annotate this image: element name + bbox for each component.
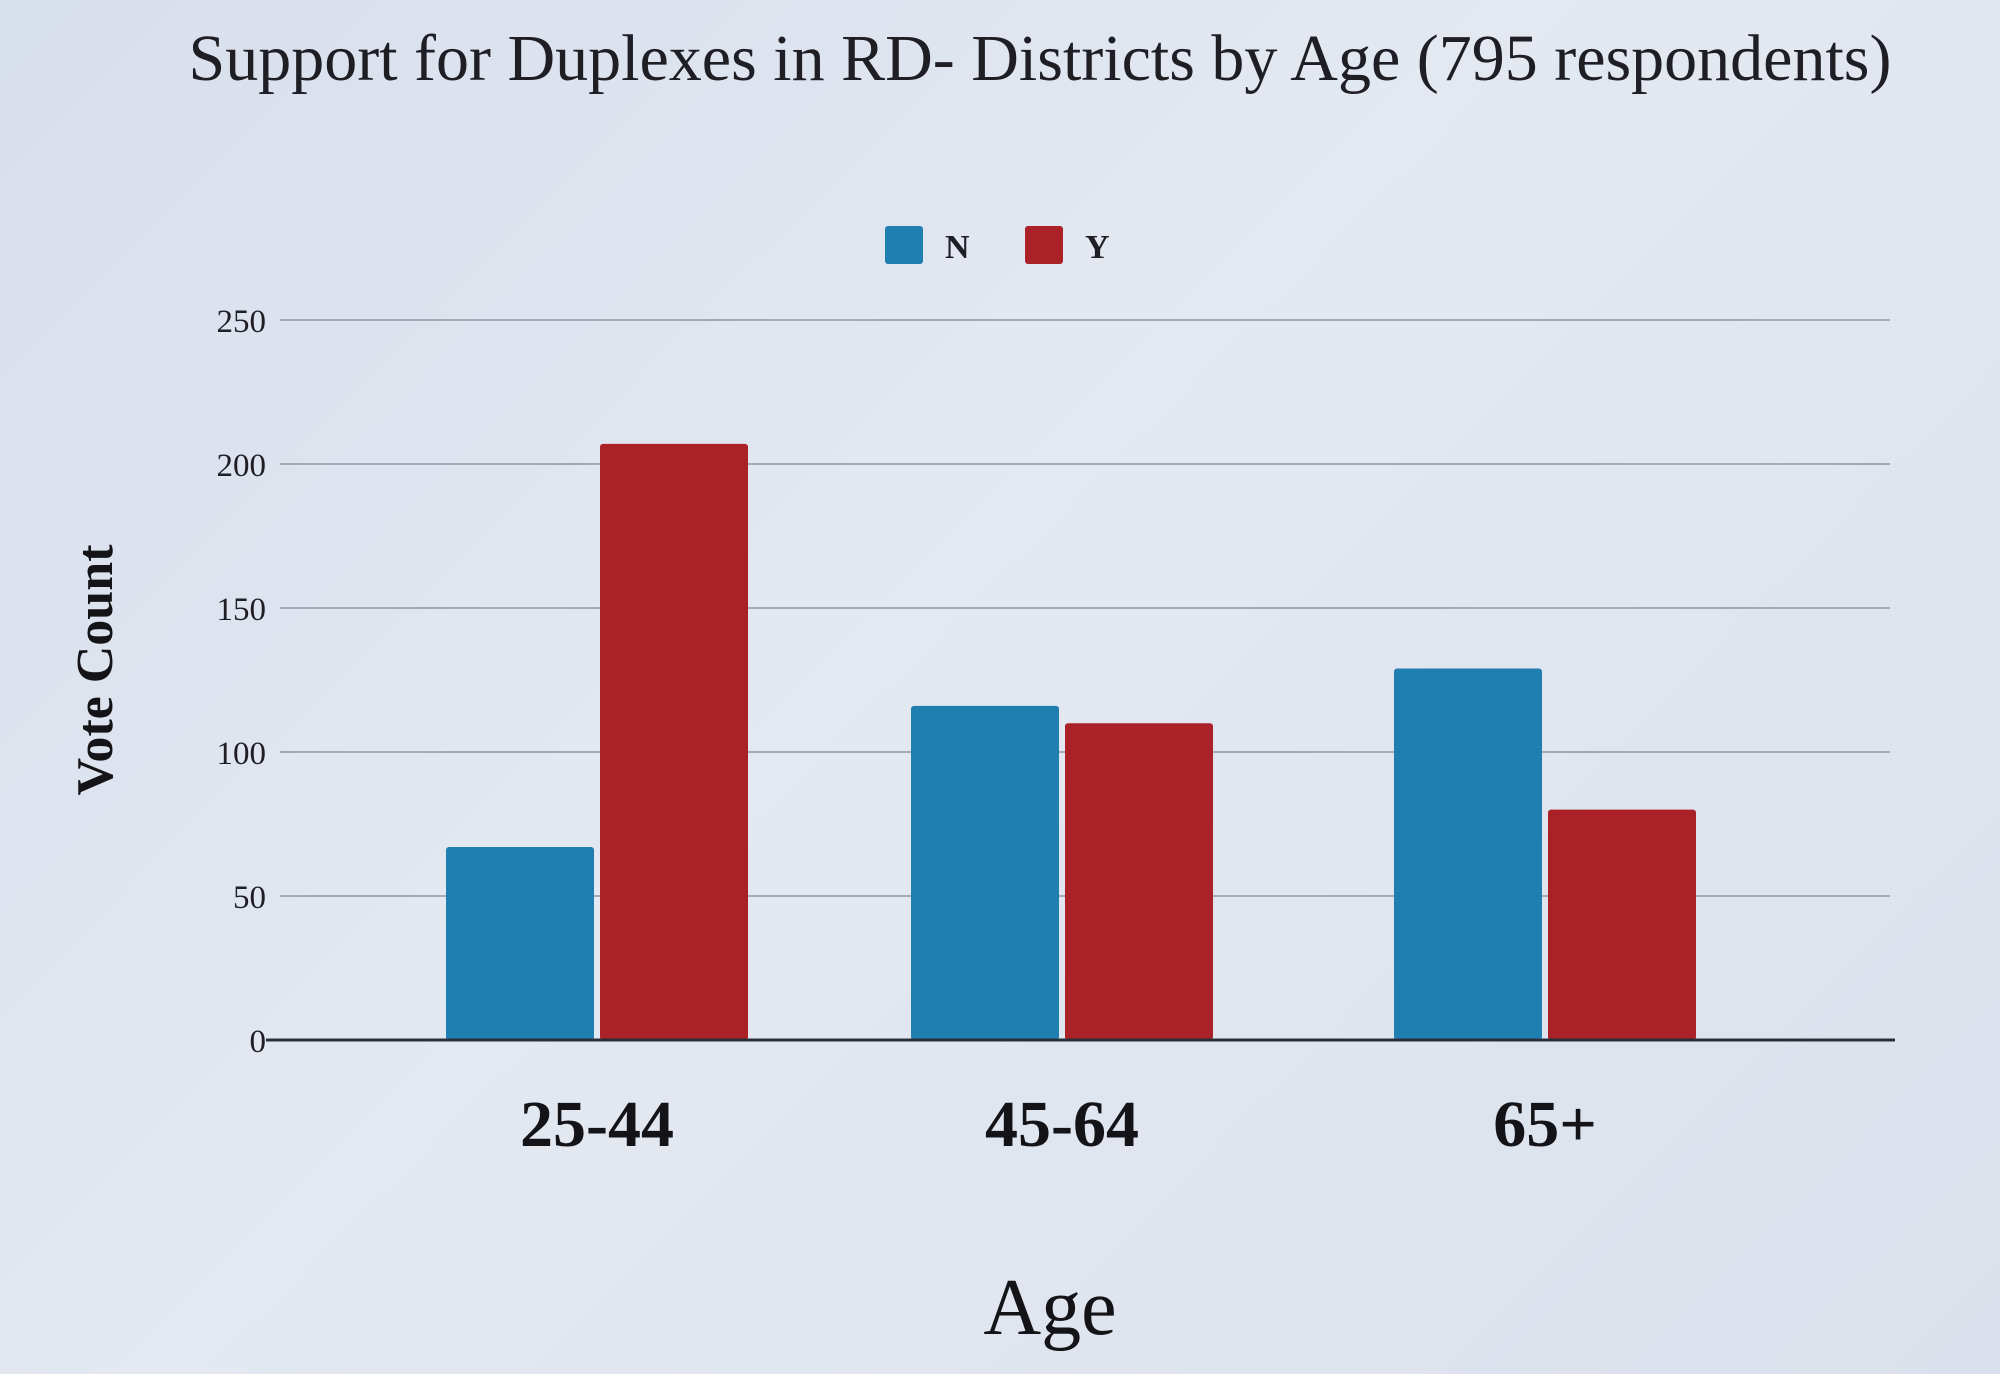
y-tick-label: 150: [217, 592, 267, 628]
y-tick-label: 50: [233, 880, 266, 916]
x-tick-label: 65+: [1493, 1088, 1597, 1161]
bar-y-65+: [1548, 809, 1696, 1040]
y-tick-label: 100: [217, 736, 267, 772]
bar-n-45-64: [911, 705, 1059, 1040]
x-tick-labels: 25-44 45-64 65+: [520, 1088, 1597, 1161]
x-tick-label: 45-64: [985, 1088, 1139, 1161]
legend-swatch-y: [1025, 226, 1063, 264]
x-tick-label: 25-44: [520, 1088, 674, 1161]
y-tick-label: 200: [217, 448, 267, 484]
x-axis-label: Age: [983, 1264, 1116, 1352]
bar-n-65+: [1394, 668, 1542, 1040]
legend-label-y: Y: [1085, 229, 1110, 266]
y-tick-label: 0: [250, 1024, 267, 1060]
bars: [266, 443, 1895, 1042]
bar-y-45-64: [1065, 723, 1213, 1040]
y-axis-label: Vote Count: [67, 544, 124, 796]
bar-n-25-44: [446, 847, 594, 1040]
bar-y-25-44: [600, 443, 748, 1041]
y-tick-label: 250: [217, 304, 267, 340]
chart-title: Support for Duplexes in RD- Districts by…: [189, 22, 1892, 95]
legend-label-n: N: [945, 229, 970, 266]
legend-swatch-n: [885, 226, 923, 264]
